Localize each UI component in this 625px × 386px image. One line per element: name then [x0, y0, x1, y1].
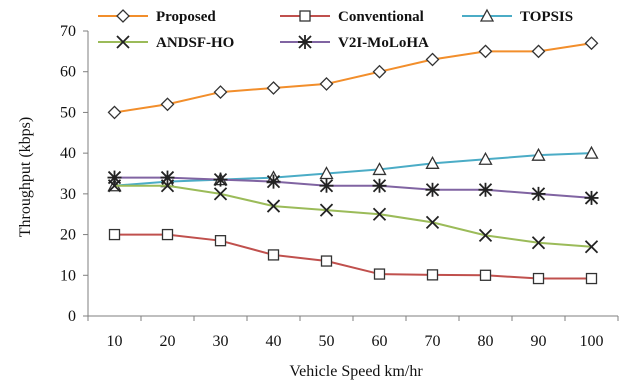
data-point — [160, 170, 175, 185]
series-line — [114, 184, 592, 248]
legend-label: ANDSF-HO — [156, 35, 234, 51]
data-point — [531, 44, 546, 59]
y-tick-label: 10 — [60, 267, 76, 284]
data-point — [585, 272, 598, 285]
series-topsis — [107, 145, 599, 192]
legend-marker — [116, 35, 130, 49]
data-point — [266, 199, 281, 213]
data-point — [584, 240, 599, 254]
series-line — [114, 233, 592, 280]
y-axis-title: Throughput (kbps) — [17, 117, 34, 237]
data-point — [266, 81, 281, 95]
data-point — [160, 97, 175, 112]
data-point — [214, 235, 227, 247]
data-point — [213, 172, 228, 187]
legend-item: Conventional — [280, 9, 424, 25]
x-tick-label: 40 — [266, 333, 282, 350]
legend-label: TOPSIS — [520, 9, 573, 25]
data-point — [425, 215, 440, 229]
data-point — [372, 178, 387, 193]
legend-label: Proposed — [156, 9, 216, 25]
data-point — [320, 255, 333, 267]
x-tick-label: 30 — [213, 333, 229, 350]
x-tick-label: 70 — [425, 333, 441, 350]
data-point — [372, 207, 387, 221]
data-point — [584, 190, 599, 205]
data-point — [532, 272, 545, 285]
data-point — [479, 269, 492, 281]
data-point — [584, 145, 599, 159]
y-tick-label: 30 — [60, 186, 76, 203]
x-tick-label: 90 — [531, 333, 547, 350]
data-point — [373, 268, 386, 280]
x-tick-label: 10 — [107, 333, 123, 350]
data-point — [584, 36, 599, 51]
y-tick-label: 60 — [60, 64, 76, 81]
x-tick-label: 50 — [319, 333, 335, 350]
data-point — [107, 170, 122, 185]
series-v2i-moloha — [107, 170, 599, 205]
data-point — [319, 178, 334, 193]
legend-marker — [116, 9, 130, 23]
x-tick-label: 80 — [478, 333, 494, 350]
data-point — [478, 44, 493, 59]
data-point — [108, 228, 121, 241]
data-point — [531, 147, 546, 161]
data-point — [372, 64, 387, 79]
series-proposed — [107, 36, 599, 120]
series-layer — [107, 36, 599, 285]
legend-marker — [298, 35, 312, 49]
axes: 0 10 20 30 40 50 60 70 10 20 30 40 50 60 70 80 90 100 — [60, 23, 619, 350]
data-point — [213, 85, 228, 99]
legend-item: ANDSF-HO — [98, 35, 234, 51]
data-point — [372, 162, 387, 176]
series-line — [114, 152, 592, 187]
data-point — [319, 203, 334, 217]
data-point — [213, 187, 228, 201]
data-point — [425, 182, 440, 197]
data-point — [531, 186, 546, 201]
data-point — [425, 155, 440, 169]
data-point — [478, 151, 493, 165]
data-point — [161, 228, 174, 241]
series-andsf-ho — [107, 179, 599, 254]
legend-item: TOPSIS — [462, 8, 573, 25]
legend-marker — [479, 8, 495, 22]
legend-item: Proposed — [98, 9, 216, 25]
y-tick-label: 40 — [60, 145, 76, 162]
data-point — [531, 236, 546, 250]
data-point — [266, 174, 281, 189]
y-tick-label: 0 — [68, 308, 76, 325]
data-point — [478, 228, 493, 243]
data-point — [267, 249, 280, 261]
legend-marker — [299, 10, 311, 22]
data-point — [319, 166, 334, 180]
x-tick-label: 100 — [580, 333, 604, 350]
data-point — [426, 269, 439, 281]
y-tick-label: 20 — [60, 227, 76, 244]
x-tick-label: 60 — [372, 333, 388, 350]
legend: Proposed Conventional TOPSIS ANDSF-HO V2I-Mo… — [98, 8, 573, 51]
series-line — [114, 42, 592, 114]
data-point — [319, 77, 334, 91]
series-conventional — [108, 228, 598, 285]
y-tick-label: 70 — [60, 23, 76, 40]
series-line — [114, 176, 592, 199]
data-point — [107, 105, 122, 120]
data-point — [478, 182, 493, 197]
x-tick-label: 20 — [160, 333, 176, 350]
legend-label: Conventional — [338, 9, 424, 25]
legend-item: V2I-MoLoHA — [280, 35, 429, 51]
legend-label: V2I-MoLoHA — [338, 35, 429, 51]
x-axis-title: Vehicle Speed km/hr — [289, 363, 423, 380]
y-tick-label: 50 — [60, 104, 76, 121]
data-point — [425, 52, 440, 67]
